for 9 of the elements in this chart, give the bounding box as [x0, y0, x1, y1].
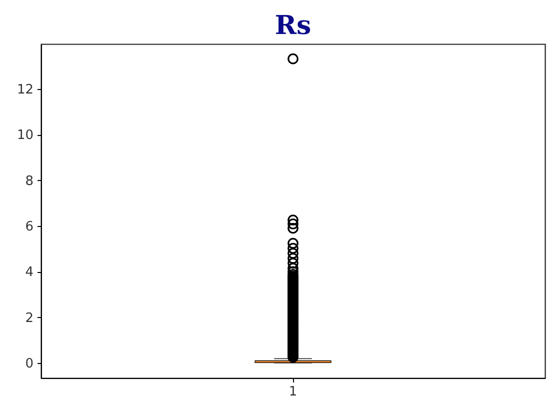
y-tick-label: 0 — [25, 356, 34, 372]
y-tick-label: 2 — [25, 310, 34, 326]
y-tick-label: 8 — [25, 174, 34, 189]
y-tick-label: 12 — [16, 82, 34, 98]
y-tick-label: 10 — [16, 128, 34, 144]
x-tick-label: 1 — [288, 384, 298, 400]
y-tick-label: 4 — [25, 265, 34, 280]
y-tick-label: 6 — [25, 219, 34, 234]
chart-title: Rs — [274, 11, 312, 41]
